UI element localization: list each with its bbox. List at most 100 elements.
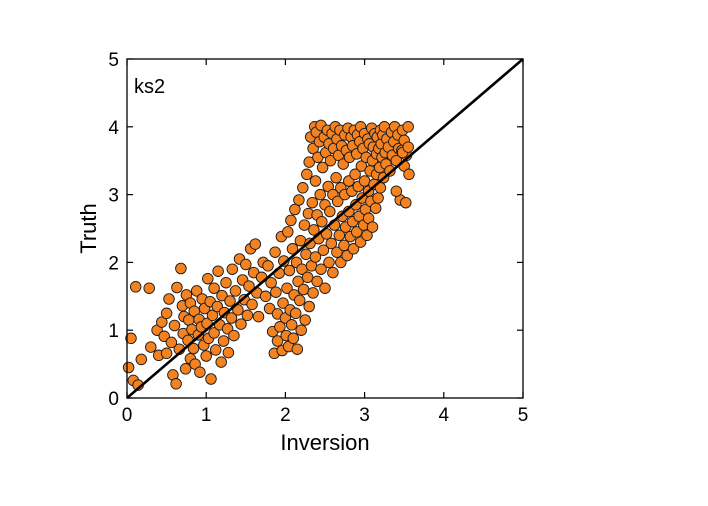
y-tick-label: 1 [108,321,119,342]
scatter-point [308,224,320,236]
scatter-point [190,285,203,297]
scatter-point [316,215,328,228]
scatter-point [212,265,224,277]
scatter-point [171,281,183,294]
scatter-point [347,243,360,255]
scatter-point [271,335,284,347]
scatter-point [229,285,242,297]
scatter-point [252,310,265,323]
y-tick-label: 0 [108,389,119,410]
scatter-point [301,168,313,181]
scatter-point [283,264,296,277]
scatter-point [315,263,327,275]
x-tick-label: 3 [359,405,370,426]
scatter-point [125,332,137,345]
scatter-point [281,282,293,294]
scatter-point [314,188,326,201]
scatter-point [286,243,299,255]
scatter-point [361,229,373,242]
scatter-point [249,238,262,250]
scatter-point [145,341,157,353]
scatter-point [289,307,302,320]
y-tick-label: 5 [108,50,119,71]
scatter-point [216,289,228,302]
scatter-point [285,214,297,227]
scatter-point [168,319,181,332]
scatter-point [226,263,239,275]
scatter-point [163,293,175,305]
scatter-point [122,361,135,374]
scatter-point [325,237,338,250]
scatter-point [303,300,315,313]
scatter-point [129,281,142,293]
scatter-point [287,332,300,345]
reference-line-layer [126,58,524,399]
scatter-point [358,175,371,187]
scatter-point [179,363,192,375]
y-tick-label: 4 [108,118,119,139]
scatter-point [330,171,342,184]
scatter-point [240,258,252,271]
scatter-point [194,366,206,378]
scatter-point [225,312,238,324]
scatter-point [160,307,173,320]
y-tick-label: 3 [108,186,119,207]
scatter-point [369,202,382,214]
scatter-point [206,309,219,322]
scatter-point [246,298,258,311]
scatter-point [274,321,286,333]
scatter-point [319,282,331,294]
scatter-point [269,246,281,258]
scatter-point [323,256,335,269]
scatter-point [160,347,173,360]
scatter-point [292,275,304,288]
scatter-point [285,319,298,331]
x-tick-label: 2 [280,405,291,426]
scatter-point [175,262,187,275]
scatter-point [208,282,220,294]
y-tick-label: 2 [108,253,119,274]
scatter-point [333,229,346,242]
scatter-point [298,219,311,231]
scatter-point [324,154,337,167]
plot-frame [126,58,524,399]
scatter-point [366,221,379,233]
scatter-point [403,168,415,181]
scatter-point [135,353,148,366]
scatter-point [390,185,403,197]
y-axis-label: Truth [76,203,101,254]
scatter-point [299,314,311,326]
scatter-point [309,175,322,187]
scatter-point [303,156,315,168]
scatter-point [228,329,240,342]
x-tick-label: 0 [122,405,133,426]
scatter-point [350,226,363,238]
scatter-point [372,192,384,204]
scatter-point [331,195,344,208]
scatter-point [317,244,330,256]
scatter-point [243,280,255,292]
scatter-point [402,141,414,153]
panel-label: ks2 [134,76,165,98]
scatter-point [327,266,339,279]
scatter-point [208,327,220,339]
scatter-point [202,272,214,285]
scatter-point [165,336,178,349]
scatter-point [400,196,412,209]
scatter-point [291,343,304,355]
scatter-point [156,316,168,328]
x-axis-label: Inversion [280,430,369,455]
scatter-point [355,160,368,172]
data-points [122,119,415,391]
scatter-point [402,121,414,133]
scatter-point [293,194,305,206]
scatter-point [289,203,301,216]
scatter-point [324,205,336,218]
scatter-point [282,226,294,238]
scatter-point [209,344,222,356]
scatter-point [170,378,182,390]
scatter-point [293,294,306,307]
scatter-point [311,275,323,288]
